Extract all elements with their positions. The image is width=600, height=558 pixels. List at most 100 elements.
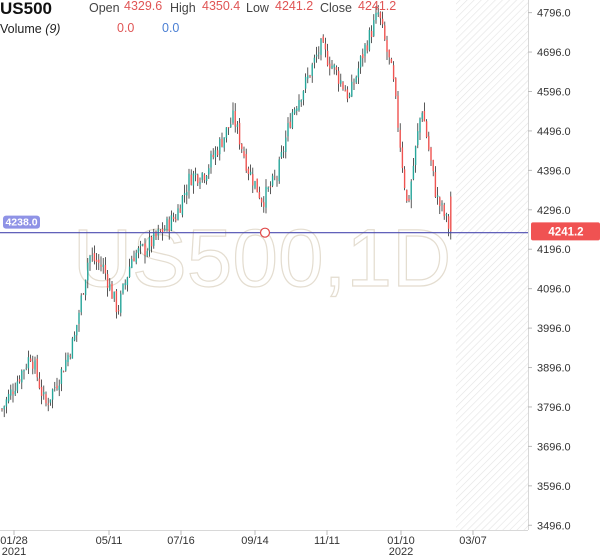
price-tick-label: 3996.0 (537, 323, 571, 335)
candle-body-down (175, 218, 177, 221)
candle-body-down (100, 264, 102, 267)
candle-body-down (324, 43, 327, 50)
candle-body-down (337, 70, 340, 84)
candle-body-down (212, 154, 214, 158)
candle-body-down (62, 371, 65, 373)
candle-body-up (5, 399, 8, 407)
candle-body-down (243, 151, 245, 157)
candle-body-up (421, 112, 423, 120)
candle-body-down (161, 228, 164, 233)
candle-body-down (115, 290, 118, 313)
candle-body-up (219, 138, 221, 155)
candle-body-up (199, 181, 201, 185)
candle-body-up (25, 367, 27, 369)
candle-body-down (269, 186, 272, 188)
candle-body-up (14, 390, 16, 395)
candle-body-down (439, 197, 441, 207)
candle-body-down (428, 136, 430, 150)
candle-body-up (410, 181, 412, 200)
time-tick-year: 2022 (389, 546, 413, 558)
candle-body-up (318, 52, 320, 54)
low-label: Low (246, 1, 269, 15)
candle-body-up (280, 151, 283, 158)
time-tick-label: 11/11 (314, 535, 340, 547)
candle-body-up (21, 370, 23, 383)
candle-body-down (390, 58, 393, 63)
candle-body-up (166, 218, 168, 230)
candle-body-up (73, 334, 76, 341)
candle-body-up (302, 90, 305, 101)
candle-body-down (168, 219, 170, 232)
candle-body-down (353, 83, 355, 85)
candle-body-up (412, 165, 415, 180)
candle-body-up (298, 100, 300, 111)
candle-body-down (289, 121, 291, 128)
candle-body-up (230, 124, 232, 128)
candle-body-down (425, 121, 428, 137)
candle-body-down (392, 65, 395, 80)
candle-body-down (276, 178, 278, 180)
candle-body-up (113, 291, 115, 299)
candle-body-down (38, 378, 41, 389)
candle-body-down (258, 191, 261, 199)
candle-body-up (278, 159, 280, 182)
price-tick-label: 4196.0 (537, 244, 571, 256)
candle-body-up (89, 255, 91, 264)
candle-body-up (102, 264, 104, 268)
candle-body-down (111, 283, 113, 299)
candle-body-down (144, 243, 146, 256)
candle-body-up (78, 312, 80, 324)
close-label: Close (320, 1, 352, 15)
high-value: 4350.4 (202, 0, 241, 13)
candle-body-down (82, 293, 85, 295)
candle-body-down (406, 189, 408, 201)
volume-label: Volume (9) (0, 22, 60, 36)
candle-body-up (355, 77, 357, 83)
candle-body-down (12, 391, 14, 395)
candle-body-down (40, 386, 43, 396)
candle-body-down (104, 264, 107, 274)
candle-body-down (179, 208, 181, 213)
candles-group (1, 5, 452, 418)
candle-body-up (7, 393, 10, 402)
candle-body-down (69, 355, 71, 357)
candle-body-up (331, 65, 333, 69)
candle-body-up (236, 124, 239, 127)
candle-body-up (368, 29, 371, 51)
candle-body-up (60, 369, 63, 384)
candle-body-up (142, 244, 144, 246)
candle-body-up (23, 370, 25, 372)
candle-body-down (227, 127, 230, 129)
candle-body-up (304, 76, 307, 89)
candle-body-up (285, 137, 287, 152)
time-tick-label: 01/10 (387, 535, 415, 547)
candle-body-up (249, 171, 252, 175)
candle-body-down (241, 143, 243, 150)
candle-body-up (139, 244, 142, 246)
symbol-title: US500 (0, 0, 52, 18)
candle-body-up (71, 338, 74, 359)
candle-body-down (263, 202, 265, 207)
candle-body-up (43, 392, 45, 395)
candle-body-up (414, 146, 417, 166)
candle-body-up (80, 295, 82, 313)
ohlc-header: US500 Open 4329.6 High 4350.4 Low 4241.2… (0, 0, 520, 40)
candle-body-up (122, 283, 124, 294)
candle-body-up (67, 354, 69, 363)
candle-body-up (357, 68, 360, 78)
crosshair-marker (259, 227, 271, 238)
candle-body-up (267, 187, 269, 190)
candle-body-up (181, 195, 184, 215)
future-area-hatch (456, 0, 528, 530)
candle-body-down (36, 358, 38, 378)
candle-body-down (256, 178, 258, 193)
crosshair-price-label: 4238.0 (5, 217, 37, 229)
candle-body-down (117, 310, 120, 312)
candle-body-up (49, 399, 52, 403)
candle-body-down (386, 39, 388, 52)
candle-body-down (47, 403, 49, 405)
candle-body-down (245, 154, 247, 171)
candle-body-up (153, 231, 155, 246)
